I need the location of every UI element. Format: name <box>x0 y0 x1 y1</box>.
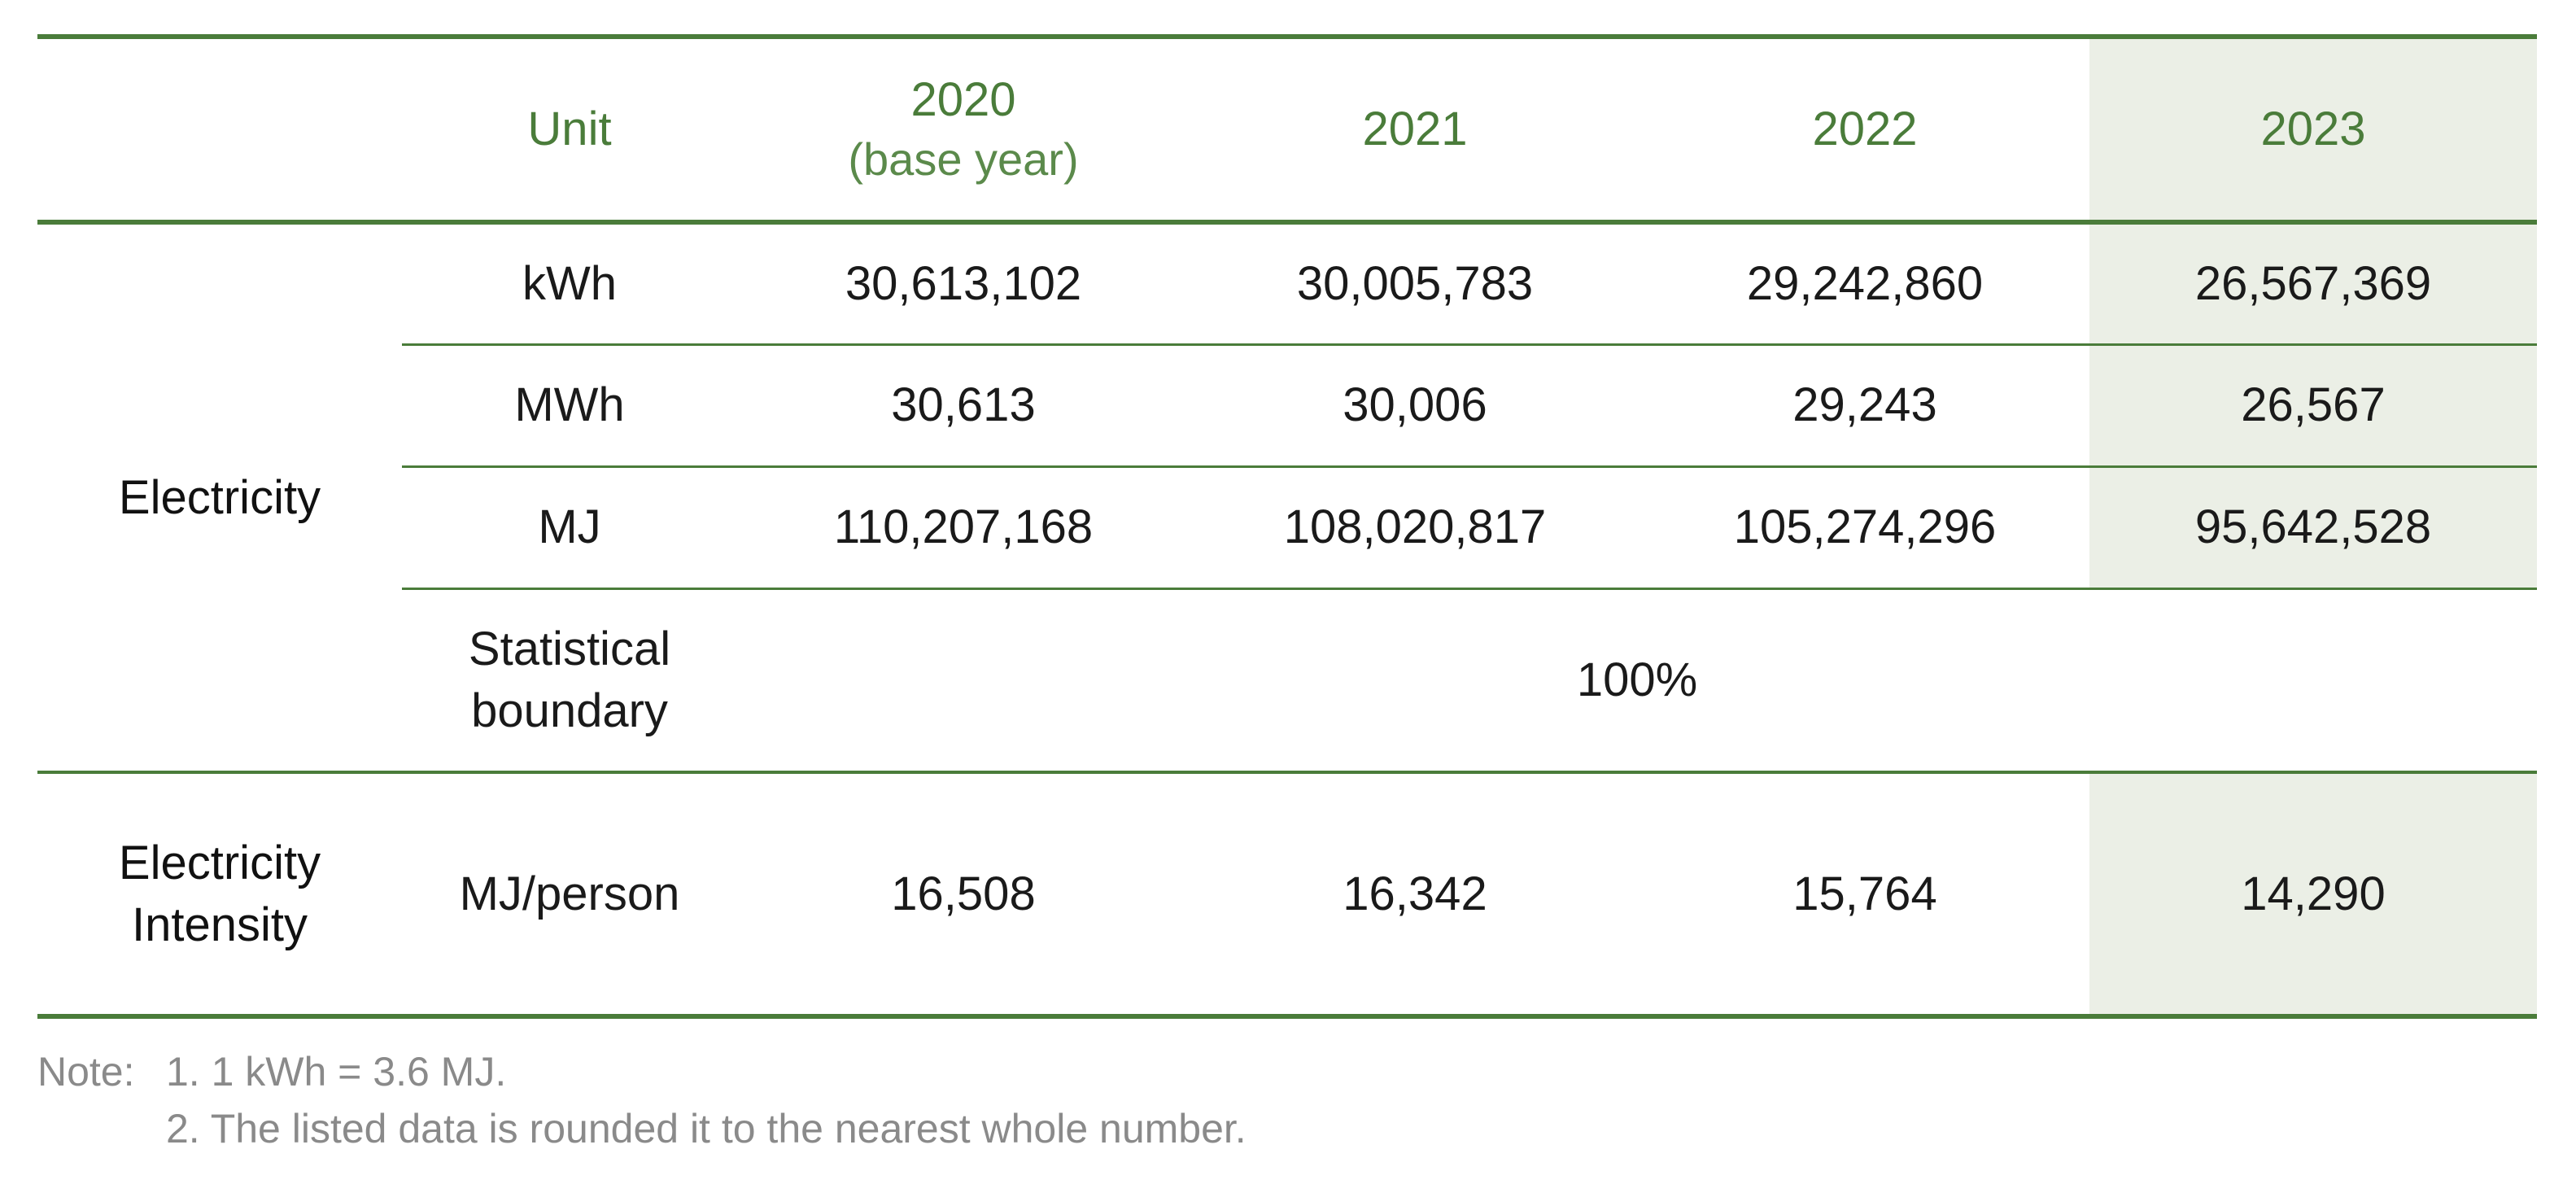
value-cell: 30,005,783 <box>1190 222 1640 346</box>
value-cell: 16,508 <box>737 772 1190 1019</box>
value-cell: 26,567 <box>2089 344 2537 468</box>
boundary-line1: Statistical <box>468 623 671 676</box>
header-unit: Unit <box>402 34 737 225</box>
note-prefix: Note: <box>37 1049 135 1094</box>
value-cell: 15,764 <box>1640 772 2089 1019</box>
table-row-intensity: Electricity Intensity MJ/person 16,508 1… <box>37 772 2537 1019</box>
value-cell: 16,342 <box>1190 772 1640 1019</box>
category-electricity: Electricity <box>37 222 402 774</box>
unit-cell: MJ/person <box>402 772 737 1019</box>
value-cell: 30,613,102 <box>737 222 1190 346</box>
base-year-label: (base year) <box>848 133 1079 186</box>
header-row: Unit 2020 (base year) 2021 2022 2023 <box>37 34 2537 225</box>
value-cell: 105,274,296 <box>1640 466 2089 590</box>
value-cell: 30,006 <box>1190 344 1640 468</box>
table-row: MJ 110,207,168 108,020,817 105,274,296 9… <box>37 466 2537 590</box>
unit-cell: MWh <box>402 344 737 468</box>
header-year-2022: 2022 <box>1640 34 2089 225</box>
table-row-boundary: Statistical boundary 100% <box>37 588 2537 774</box>
value-cell: 108,020,817 <box>1190 466 1640 590</box>
table-row: Electricity kWh 30,613,102 30,005,783 29… <box>37 222 2537 774</box>
header-year-2021: 2021 <box>1190 34 1640 225</box>
note-line2: 2. The listed data is rounded it to the … <box>166 1106 1247 1151</box>
electricity-table: Unit 2020 (base year) 2021 2022 2023 Ele… <box>37 34 2537 1019</box>
note-line1: 1. 1 kWh = 3.6 MJ. <box>166 1049 507 1094</box>
table-notes: Note: 1. 1 kWh = 3.6 MJ. 2. The listed da… <box>37 1043 1247 1157</box>
boundary-line2: boundary <box>471 684 668 737</box>
intensity-line2: Intensity <box>132 898 308 951</box>
value-cell: 95,642,528 <box>2089 466 2537 590</box>
value-cell: 29,243 <box>1640 344 2089 468</box>
intensity-line1: Electricity <box>118 837 321 890</box>
year-label: 2020 <box>910 72 1016 126</box>
header-blank <box>37 34 402 225</box>
boundary-value: 100% <box>737 588 2537 774</box>
table-row: MWh 30,613 30,006 29,243 26,567 <box>37 344 2537 468</box>
unit-cell: MJ <box>402 466 737 590</box>
header-year-2023: 2023 <box>2089 34 2537 225</box>
value-cell: 30,613 <box>737 344 1190 468</box>
category-intensity: Electricity Intensity <box>37 772 402 1019</box>
header-year-2020: 2020 (base year) <box>737 34 1190 225</box>
value-cell: 29,242,860 <box>1640 222 2089 346</box>
unit-cell-boundary: Statistical boundary <box>402 588 737 774</box>
unit-cell: kWh <box>402 222 737 346</box>
value-cell: 14,290 <box>2089 772 2537 1019</box>
value-cell: 110,207,168 <box>737 466 1190 590</box>
value-cell: 26,567,369 <box>2089 222 2537 346</box>
